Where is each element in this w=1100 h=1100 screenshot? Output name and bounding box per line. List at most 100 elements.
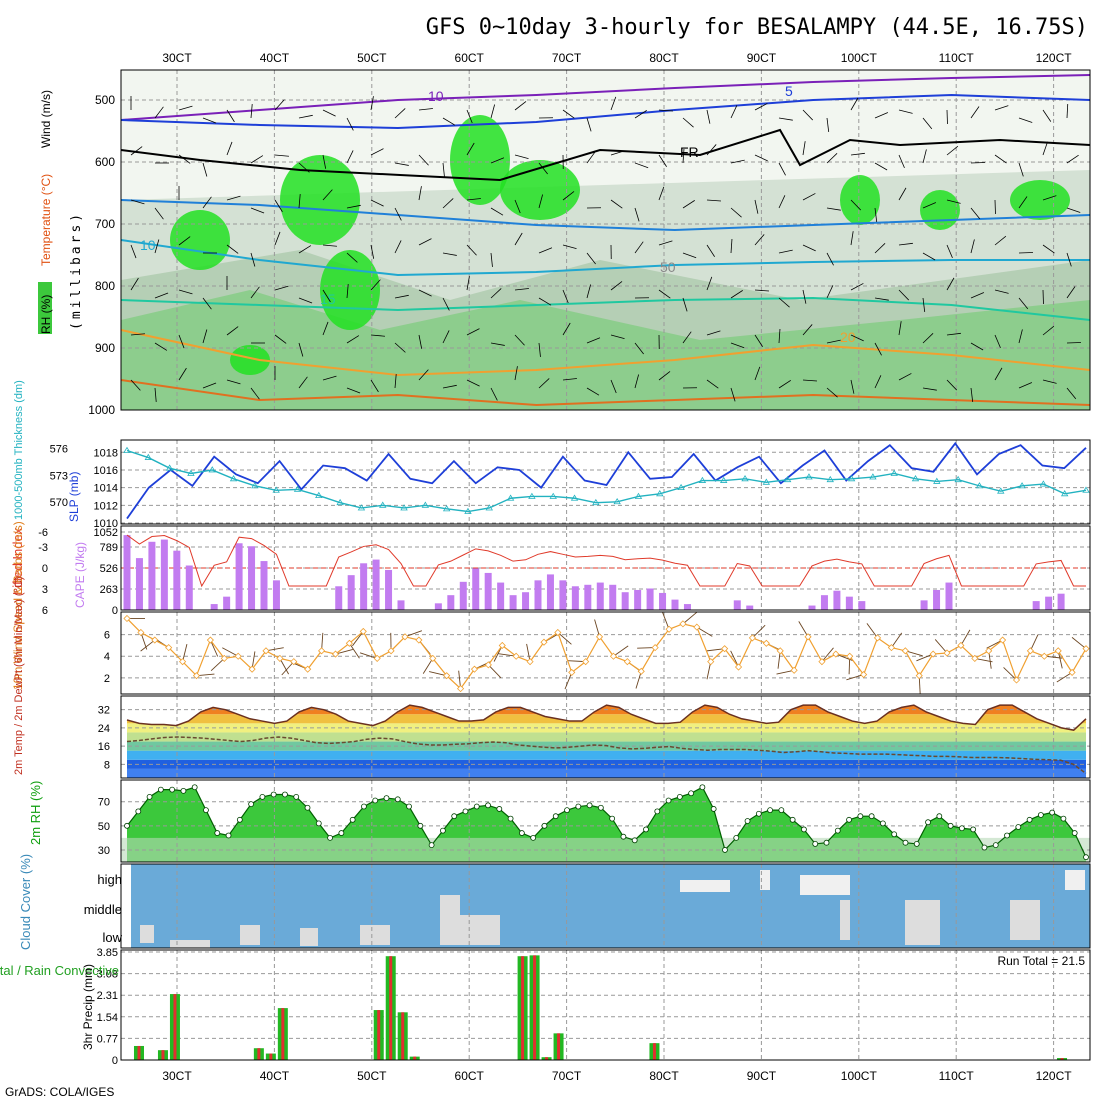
bottom-date-label: 80CT	[649, 1069, 679, 1083]
wind-barb	[514, 366, 518, 381]
wind-barb	[970, 239, 975, 254]
wind10m-barb	[279, 658, 290, 675]
bottom-date-label: 50CT	[357, 1069, 387, 1083]
wind-barb	[802, 289, 807, 304]
wind-barb	[706, 109, 711, 124]
rh-marker	[676, 793, 683, 800]
wind-barb	[394, 374, 397, 389]
thickness-marker	[442, 505, 451, 512]
wind-barb	[586, 151, 596, 164]
wind-barb	[922, 332, 934, 344]
rh-marker	[913, 841, 920, 847]
rh-marker	[597, 804, 604, 811]
wind-barb	[730, 159, 745, 164]
wind-barb	[826, 387, 838, 398]
rh-marker	[270, 791, 277, 798]
cape-bar	[845, 596, 853, 610]
temperature-contour	[120, 329, 1091, 377]
top-date-label: 100CT	[841, 51, 878, 65]
wind-barb	[370, 148, 384, 156]
cape-bar	[173, 550, 181, 610]
wind-barb	[874, 242, 886, 254]
wind-barb	[970, 106, 980, 119]
panel-frame	[120, 525, 1091, 611]
rh-marker	[304, 804, 311, 811]
wind-barb	[514, 288, 529, 291]
wind10m-label: 10m Wind Speed & Barbs (m/s)	[11, 521, 25, 690]
thickness-marker	[890, 469, 898, 476]
thickness-marker	[336, 498, 344, 506]
cape-bar	[733, 600, 741, 610]
wind-barb	[922, 387, 937, 391]
wind-barb	[154, 342, 168, 351]
cape-bar	[596, 582, 604, 610]
wind-barb	[682, 200, 695, 209]
wind-barb	[730, 105, 738, 119]
slp-thickness-panel: 1018 1016 1014 1012 1010 576 573 570	[50, 439, 1091, 530]
wind-barb	[898, 321, 902, 336]
thickness-marker	[315, 491, 323, 498]
rh-marker	[936, 813, 943, 820]
wind-barb	[322, 244, 337, 247]
wind-barb	[562, 322, 571, 336]
wind-barb	[922, 252, 936, 261]
wind10m-barb	[613, 645, 629, 657]
wind10m-marker	[818, 658, 826, 666]
wind10m-marker	[623, 658, 631, 666]
rh-marker	[665, 797, 672, 804]
thickness-marker	[485, 504, 493, 511]
wind-barb	[202, 382, 217, 389]
wind-barb	[1018, 329, 1023, 344]
wind10m-marker	[748, 634, 757, 642]
precip-bar-convective	[137, 1045, 141, 1060]
precip-bar-convective	[269, 1053, 273, 1060]
wind10m-marker	[846, 652, 854, 660]
wind-barb	[490, 157, 505, 164]
wind-barb	[178, 289, 193, 295]
dewpoint-line	[126, 736, 1087, 775]
wind-barb	[586, 252, 596, 265]
wind-barb	[658, 371, 671, 381]
panel-frame	[120, 695, 1091, 779]
wind-barb	[226, 379, 241, 385]
wind-barb	[538, 378, 550, 389]
thickness-marker	[251, 482, 259, 489]
wind-barb	[1066, 252, 1072, 267]
wind-barb	[802, 244, 816, 252]
wind-barb	[922, 297, 926, 312]
wind-barb	[802, 109, 814, 121]
thickness-marker	[144, 453, 153, 460]
precip-side-labels: Total / Rain Convective 3hr Precip (mm) …	[0, 954, 1085, 1050]
wind10m-barb	[359, 652, 378, 659]
wind10m-marker	[971, 654, 979, 662]
wind10m-marker	[415, 636, 423, 644]
wind-barb	[874, 207, 878, 222]
wind-tick: 6	[104, 630, 110, 642]
rh-marker	[1004, 832, 1010, 839]
wind-barb	[1066, 387, 1077, 400]
upper-side-label-wind: Wind (m/s)	[39, 90, 53, 148]
precip-tick: 0	[112, 1055, 118, 1067]
footer-credit: GrADS: COLA/IGES	[5, 1085, 114, 1099]
wind-barb	[682, 331, 692, 344]
wind-barb	[178, 367, 187, 381]
rh-marker	[744, 818, 751, 824]
wind-barb	[946, 199, 961, 204]
wind-barb	[610, 379, 617, 394]
rh-marker	[586, 802, 593, 809]
wind-barb	[1042, 195, 1057, 201]
cloud-block	[240, 925, 260, 945]
wind-barb	[754, 366, 761, 381]
pressure-tick: 1000	[88, 403, 115, 417]
thickness-marker	[293, 485, 302, 492]
bottom-date-label: 110CT	[939, 1069, 975, 1083]
thickness-marker	[208, 466, 216, 473]
rh-marker	[169, 786, 176, 793]
rh-marker	[958, 825, 965, 832]
wind-barb	[154, 207, 164, 220]
wind-barb	[970, 342, 984, 351]
wind-barb	[538, 297, 552, 306]
wind10m-barb	[1056, 672, 1073, 683]
rh-marker	[1037, 812, 1044, 818]
thickness-marker	[826, 475, 834, 483]
